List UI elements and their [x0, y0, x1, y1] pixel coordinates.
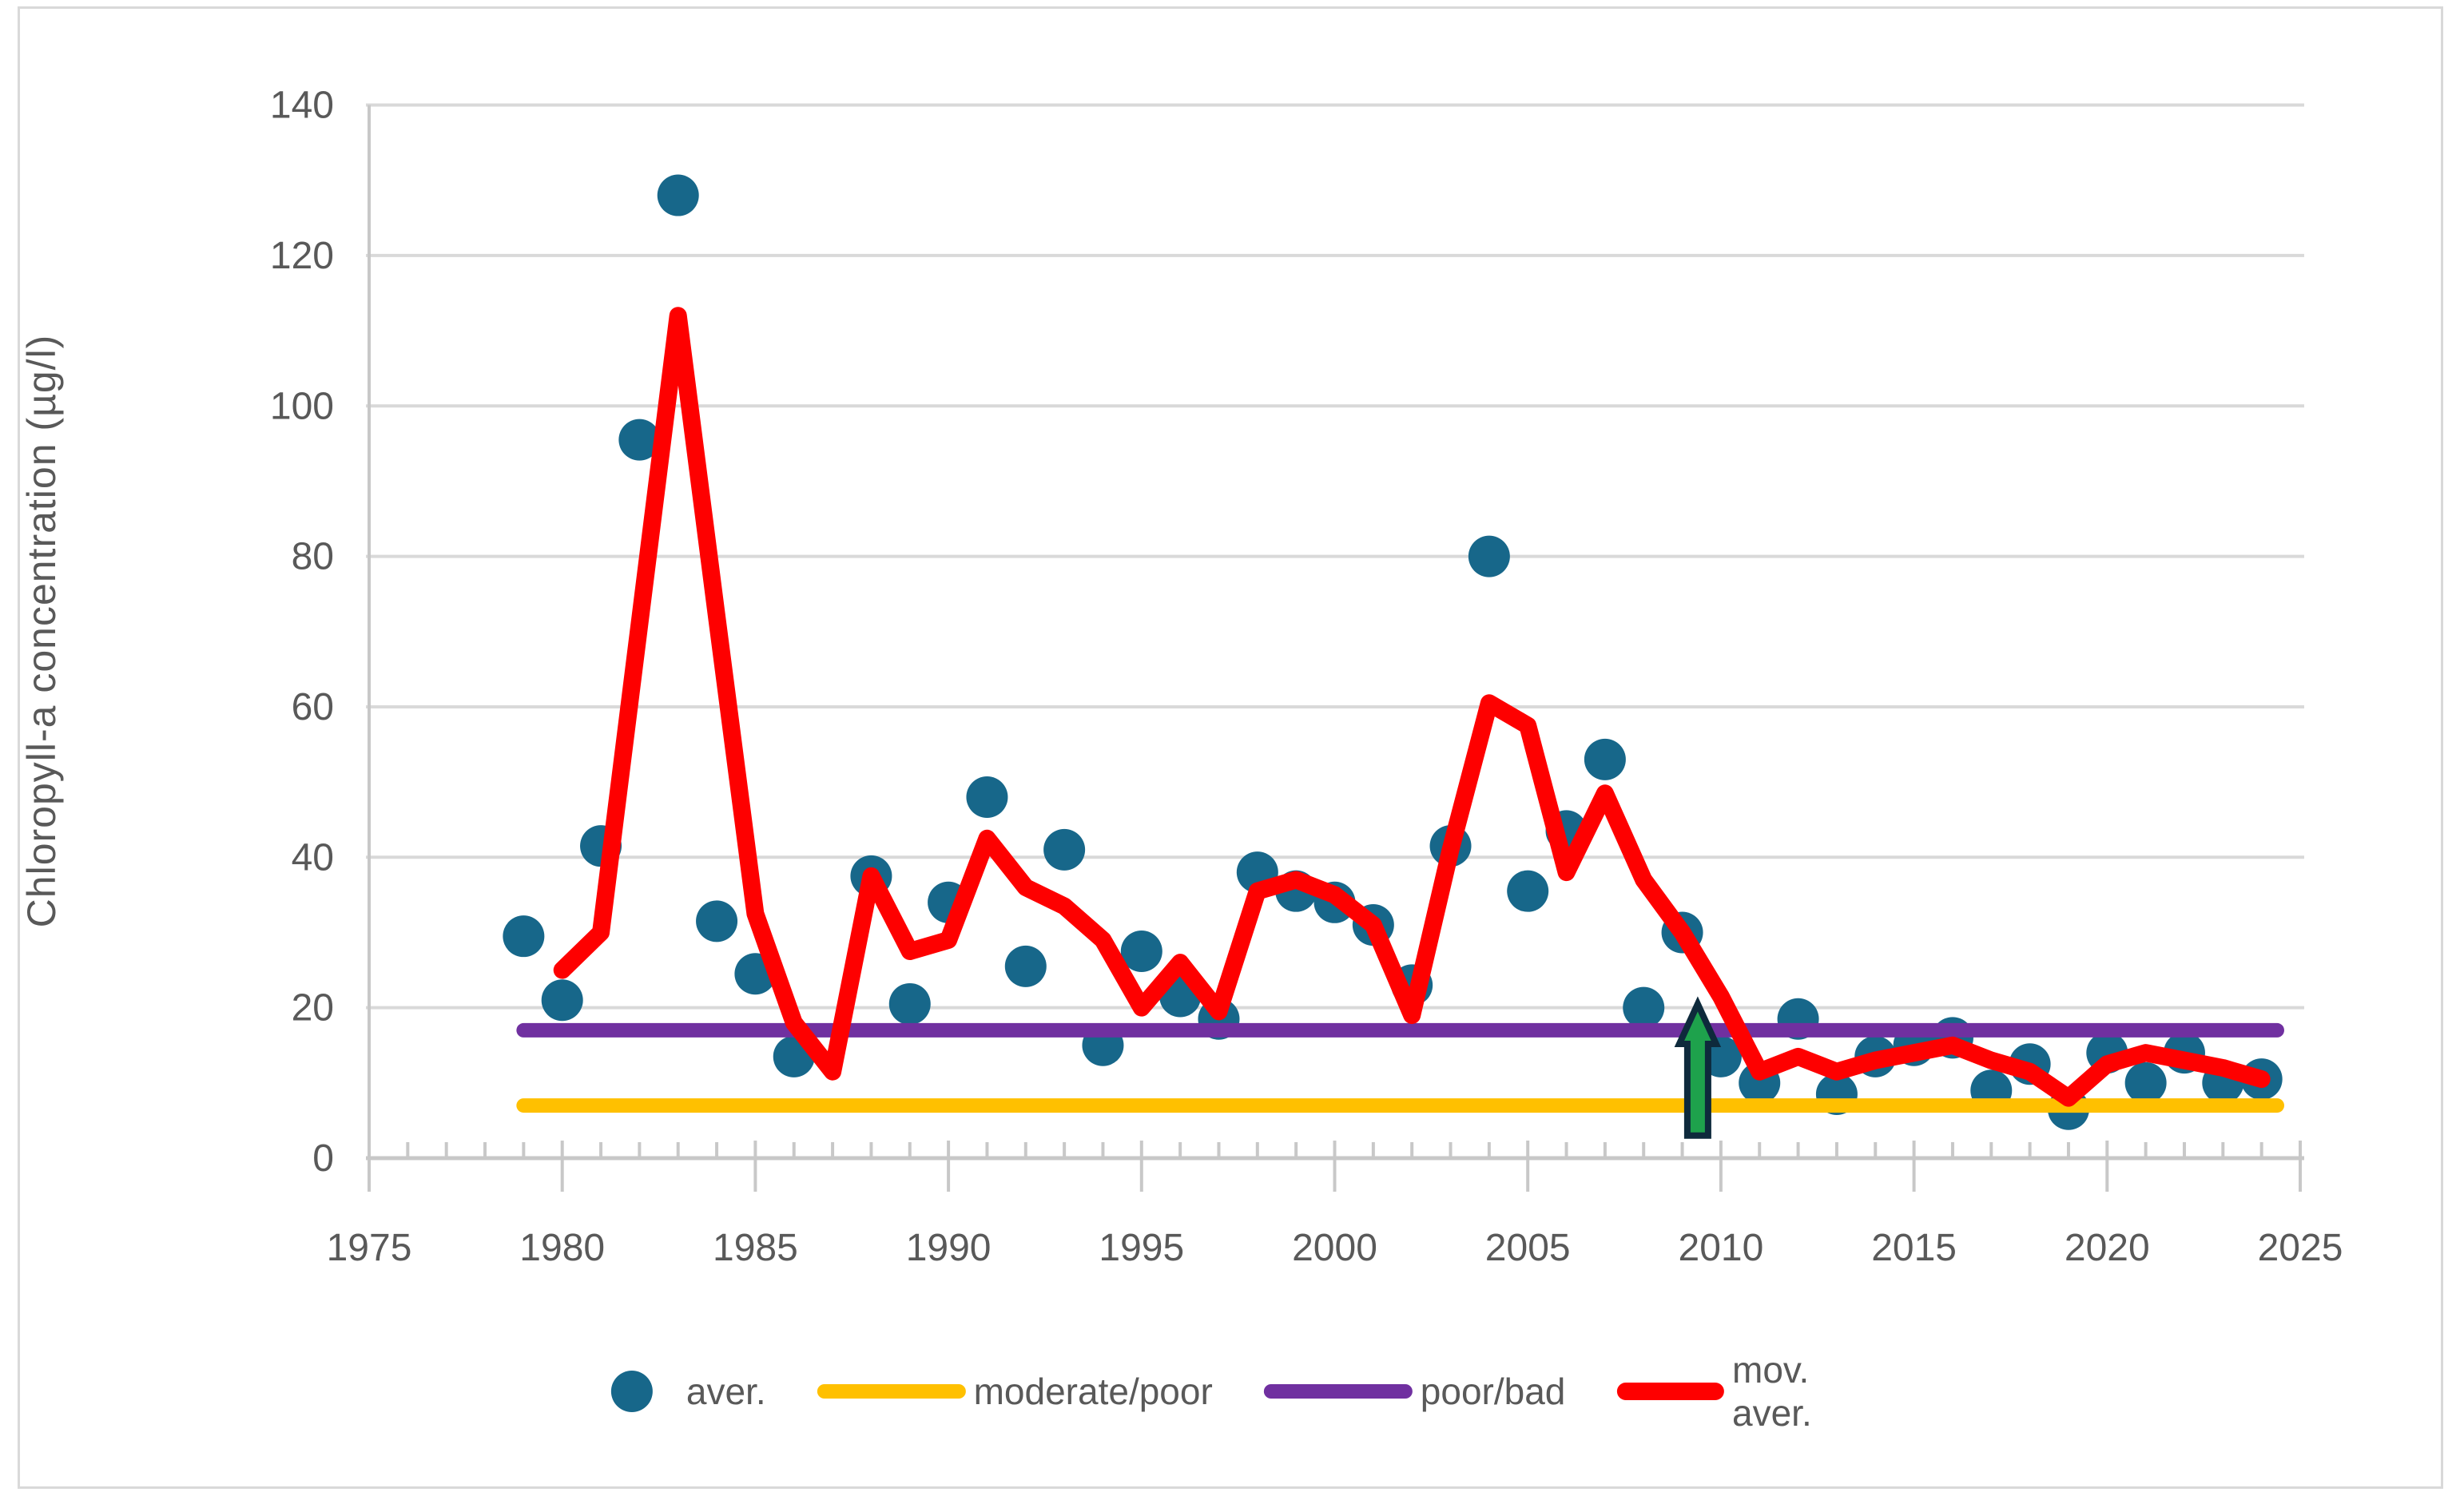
legend-marker-line — [1263, 1384, 1413, 1399]
x-tick-label-1990: 1990 — [906, 1227, 992, 1269]
scatter-point-1979 — [503, 915, 545, 958]
moving-average-line — [553, 307, 2271, 1107]
y-tick-label-120: 120 — [270, 235, 334, 277]
scatter-point-1983 — [657, 174, 699, 216]
scatter-point-2008 — [1623, 986, 1665, 1029]
legend-label: moderate/poor — [973, 1371, 1213, 1412]
legend-marker-dot — [610, 1371, 653, 1412]
scatter-point-1992 — [1004, 945, 1047, 987]
y-tick-label-80: 80 — [292, 536, 334, 578]
x-tick-label-1980: 1980 — [519, 1227, 605, 1269]
y-tick-label-40: 40 — [292, 836, 334, 879]
legend-label: aver. — [686, 1371, 766, 1412]
scatter-point-1982 — [618, 419, 661, 461]
legend-label: mov. aver. — [1732, 1349, 1812, 1434]
scatter-point-1993 — [1043, 828, 1086, 871]
y-tick-label-100: 100 — [270, 385, 334, 427]
y-tick-label-60: 60 — [292, 686, 334, 728]
legend-marker-line — [1616, 1383, 1725, 1400]
x-tick-label-1985: 1985 — [713, 1227, 798, 1269]
legend: aver. moderate/poor poor/bad mov. aver. — [610, 1348, 1853, 1434]
y-axis-title: Chloropyll-a concentration (µg/l) — [19, 334, 64, 928]
y-tick-label-20: 20 — [292, 987, 334, 1030]
scatter-point-2021 — [2124, 1061, 2167, 1104]
legend-item-poor-bad: poor/bad — [1263, 1370, 1566, 1413]
x-tick-label-2025: 2025 — [2258, 1227, 2343, 1269]
scatter-point-1980 — [541, 979, 583, 1022]
scatter-point-1989 — [888, 982, 931, 1025]
x-tick-label-2000: 2000 — [1292, 1227, 1377, 1269]
chart-border-frame — [18, 6, 2443, 1489]
green-up-arrow — [1674, 996, 1722, 1139]
legend-item-moderate-poor: moderate/poor — [817, 1370, 1213, 1413]
scatter-point-2005 — [1507, 870, 1549, 912]
x-tick-label-1975: 1975 — [327, 1227, 412, 1269]
scatter-point-2007 — [1584, 738, 1626, 780]
scatter-point-1995 — [1120, 931, 1162, 973]
x-tick-label-2010: 2010 — [1679, 1227, 1764, 1269]
x-tick-label-1995: 1995 — [1099, 1227, 1184, 1269]
x-tick-label-2015: 2015 — [1871, 1227, 1957, 1269]
legend-marker-line — [817, 1384, 966, 1399]
x-tick-label-2020: 2020 — [2065, 1227, 2150, 1269]
legend-item-aver-: aver. — [610, 1370, 766, 1413]
y-tick-label-0: 0 — [312, 1137, 334, 1180]
scatter-point-2004 — [1468, 535, 1510, 577]
legend-label: poor/bad — [1420, 1371, 1566, 1412]
y-tick-label-140: 140 — [270, 85, 334, 127]
legend-item-mov--aver-: mov. aver. — [1616, 1348, 1853, 1434]
scatter-point-1991 — [966, 776, 1008, 818]
scatter-point-1984 — [696, 900, 738, 942]
x-tick-label-2005: 2005 — [1485, 1227, 1571, 1269]
